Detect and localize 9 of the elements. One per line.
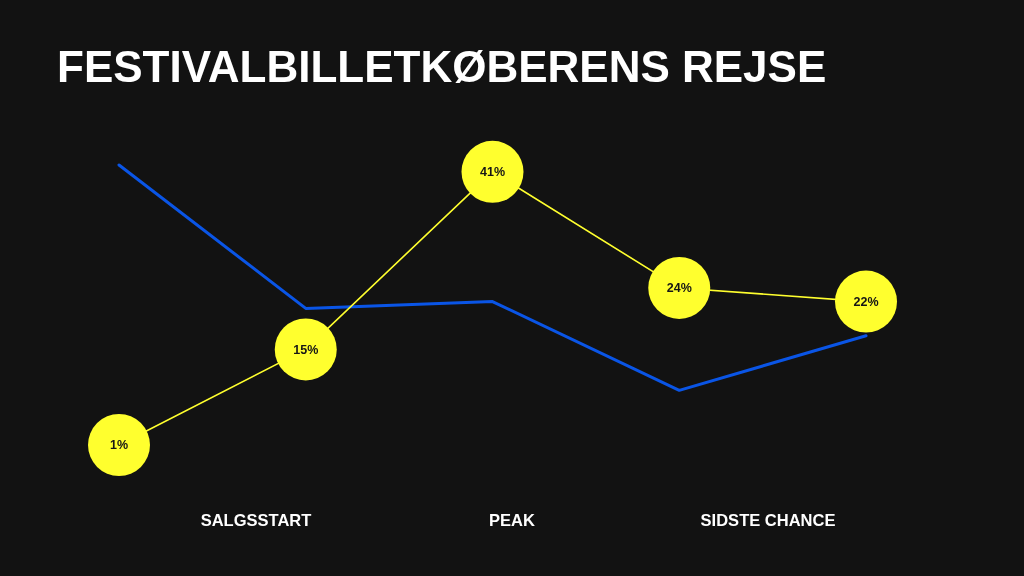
data-label: 1% <box>109 438 129 453</box>
data-label: 24% <box>666 281 692 296</box>
data-label: 22% <box>853 295 879 310</box>
text: SALGSSTART <box>200 510 312 530</box>
chart-title: FESTIVALBILLETKØBERENS REJSE <box>57 42 827 91</box>
data-label: 15% <box>293 342 319 357</box>
text: PEAK <box>489 510 535 530</box>
text: SIDSTE CHANCE <box>700 510 836 530</box>
data-label: 41% <box>479 165 506 180</box>
